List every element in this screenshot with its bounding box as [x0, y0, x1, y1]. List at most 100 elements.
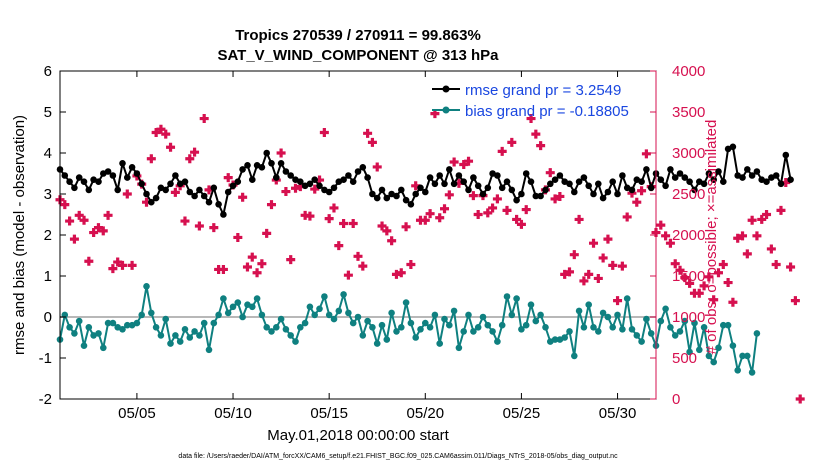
rmse-point	[340, 176, 347, 183]
obs-count-marker-shape	[343, 270, 353, 280]
y-right-tick-label: 2000	[672, 227, 705, 244]
rmse-point	[378, 186, 386, 194]
obs-count-marker	[589, 238, 599, 248]
obs-count-marker-shape	[613, 296, 623, 306]
obs-count-marker-shape	[670, 259, 680, 269]
bias-point	[287, 332, 295, 339]
obs-count-marker	[257, 259, 267, 269]
rmse-point	[748, 172, 756, 179]
obs-count-marker	[661, 231, 671, 241]
rmse-point	[691, 186, 698, 194]
obs-count-marker-shape	[363, 128, 373, 138]
obs-count-marker	[396, 268, 406, 278]
bias-point	[748, 369, 756, 376]
obs-count-marker	[449, 157, 459, 167]
obs-count-marker	[406, 260, 416, 270]
bias-point	[417, 326, 424, 333]
bias-point	[518, 326, 525, 333]
rmse-point	[787, 176, 794, 183]
obs-count-marker-shape	[180, 216, 190, 226]
obs-count-marker-shape	[406, 260, 416, 270]
rmse-point	[580, 174, 588, 181]
obs-count-marker	[497, 146, 507, 156]
obs-count-marker	[103, 210, 113, 220]
obs-count-marker	[713, 268, 723, 278]
obs-count-marker	[209, 223, 219, 233]
rmse-point	[705, 170, 713, 177]
obs-count-marker	[367, 137, 377, 147]
obs-count-marker	[521, 205, 531, 215]
bias-point	[585, 301, 592, 309]
legend-bias-marker	[442, 106, 450, 114]
obs-count-marker	[339, 219, 349, 229]
obs-count-marker	[762, 210, 772, 219]
obs-count-marker-shape	[300, 210, 310, 220]
bias-point	[571, 352, 578, 360]
obs-count-marker	[560, 269, 570, 279]
bias-point	[700, 324, 708, 331]
obs-count-marker-shape	[608, 260, 618, 270]
bias-point	[474, 324, 482, 331]
assimilated-obs-layer	[55, 109, 805, 404]
obs-count-marker	[641, 149, 651, 159]
bias-point	[527, 301, 535, 309]
obs-count-marker-shape	[738, 231, 748, 241]
obs-count-marker	[122, 189, 132, 199]
bias-point	[470, 328, 477, 335]
obs-count-marker-shape	[74, 210, 84, 220]
bias-point	[109, 319, 117, 327]
obs-count-marker	[637, 186, 647, 196]
rmse-point	[109, 172, 117, 179]
x-tick-label: 05/25	[503, 405, 541, 422]
bias-point	[575, 307, 583, 315]
bias-point	[176, 338, 184, 345]
obs-count-marker-shape	[656, 220, 666, 230]
rmse-point	[474, 182, 482, 190]
bias-point	[402, 299, 410, 306]
obs-count-marker-shape	[569, 250, 579, 260]
obs-count-marker-shape	[425, 209, 435, 219]
y-axis-label-right: # of obs: o=possible; ×=assimilated	[703, 120, 720, 355]
rmse-point	[167, 180, 174, 188]
obs-count-marker	[536, 141, 546, 151]
bias-point	[696, 346, 703, 354]
obs-count-marker-shape	[319, 128, 329, 137]
rmse-point	[287, 172, 295, 179]
rmse-point	[503, 178, 511, 185]
obs-count-marker-shape	[550, 194, 560, 204]
obs-count-marker	[266, 200, 276, 210]
obs-count-marker	[348, 219, 358, 229]
bias-point	[450, 307, 458, 315]
x-tick-label: 05/05	[118, 405, 156, 422]
obs-count-marker-shape	[617, 261, 627, 271]
bias-point	[633, 332, 641, 339]
obs-count-marker	[617, 261, 627, 271]
obs-count-marker-shape	[579, 276, 589, 286]
obs-count-marker-shape	[315, 175, 325, 185]
obs-count-marker	[440, 204, 450, 214]
obs-count-marker-shape	[704, 272, 714, 282]
bias-point	[671, 332, 679, 339]
bias-point	[378, 321, 386, 329]
obs-count-marker	[757, 214, 767, 224]
bias-point	[157, 332, 165, 339]
y-left-tick-label: 6	[44, 63, 52, 80]
obs-count-marker-shape	[122, 189, 132, 199]
obs-count-marker-shape	[142, 197, 152, 207]
rmse-point	[614, 190, 621, 198]
rmse-point	[498, 184, 506, 192]
bias-point	[436, 340, 444, 347]
obs-count-marker	[170, 187, 180, 197]
obs-count-marker-shape	[334, 241, 344, 251]
obs-count-marker-shape	[454, 178, 464, 188]
rmse-point	[763, 178, 770, 185]
obs-count-marker	[319, 128, 329, 137]
rmse-point	[676, 170, 684, 177]
y-left-tick-label: 3	[44, 186, 52, 203]
obs-count-marker-shape	[257, 259, 267, 269]
bias-point	[662, 305, 669, 313]
rmse-point	[224, 188, 232, 196]
obs-count-marker-shape	[415, 215, 425, 225]
rmse-point	[455, 172, 463, 179]
obs-count-marker	[291, 183, 301, 193]
